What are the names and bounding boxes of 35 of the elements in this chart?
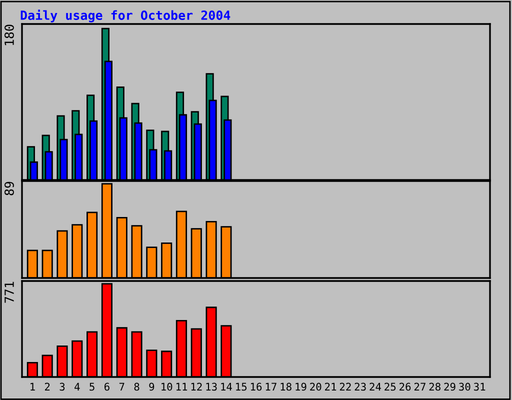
x-tick-label: 9 [149, 382, 154, 391]
x-tick-label: 22 [340, 382, 351, 391]
text: 771 [4, 282, 14, 303]
x-tick-label: 24 [370, 382, 382, 391]
x-tick-label: 13 [206, 382, 217, 391]
text: 89 [4, 182, 14, 196]
x-tick-label: 14 [221, 382, 232, 391]
text: 180 [4, 24, 14, 46]
x-tick-label: 5 [90, 382, 94, 391]
x-tick-label: 16 [250, 382, 262, 391]
x-tick-label: 12 [191, 382, 202, 391]
x-tick-label: 27 [414, 382, 426, 391]
chart-title: Daily usage for October 2004 [20, 10, 230, 22]
x-tick-label: 20 [310, 382, 322, 391]
x-tick-label: 7 [119, 382, 124, 391]
x-tick-label: 26 [400, 382, 411, 391]
x-tick-label: 17 [266, 382, 276, 391]
x-tick-label: 6 [104, 382, 110, 391]
x-tick-label: 8 [134, 382, 140, 391]
x-tick-label: 10 [162, 382, 172, 391]
x-tick-label: 25 [384, 382, 396, 391]
x-tick-label: 19 [296, 382, 306, 391]
x-tick-label: 30 [459, 382, 470, 391]
x-tick-label: 28 [429, 382, 440, 391]
x-tick-label: 1 [30, 382, 35, 391]
x-tick-label: 2 [44, 382, 50, 391]
x-tick-label: 11 [176, 382, 188, 391]
x-tick-label: 18 [280, 382, 292, 391]
x-tick-label: 4 [74, 382, 80, 391]
x-tick-label: 23 [354, 382, 366, 391]
x-tick-label: 21 [325, 382, 336, 391]
x-tick-label: 31 [474, 382, 486, 391]
x-tick-label: 29 [444, 382, 456, 391]
x-tick-label: 3 [60, 382, 65, 391]
x-tick-label: 15 [236, 382, 247, 391]
